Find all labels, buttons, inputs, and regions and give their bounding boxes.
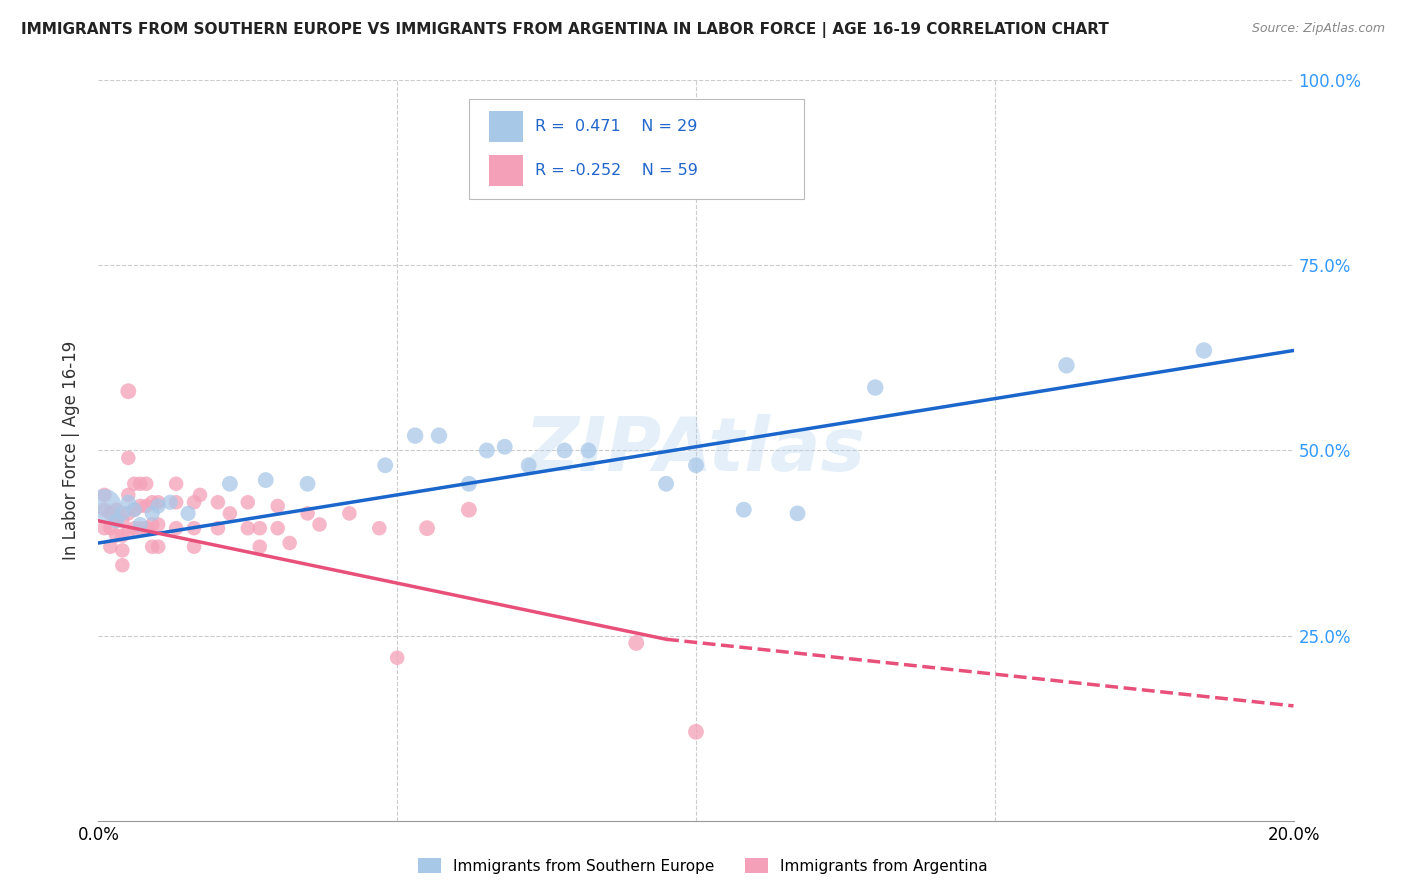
- Y-axis label: In Labor Force | Age 16-19: In Labor Force | Age 16-19: [62, 341, 80, 560]
- Point: [183, 540, 205, 554]
- Point: [236, 495, 259, 509]
- Point: [135, 499, 157, 513]
- Point: [219, 476, 242, 491]
- Point: [267, 499, 290, 513]
- Point: [141, 495, 163, 509]
- Point: [117, 495, 139, 509]
- Point: [159, 495, 181, 509]
- Point: [207, 495, 229, 509]
- Point: [141, 540, 163, 554]
- Point: [105, 528, 128, 542]
- Point: [427, 428, 450, 442]
- Point: [129, 499, 152, 513]
- Point: [308, 517, 330, 532]
- Point: [129, 476, 152, 491]
- Legend: Immigrants from Southern Europe, Immigrants from Argentina: Immigrants from Southern Europe, Immigra…: [412, 852, 994, 880]
- Point: [865, 380, 887, 394]
- Point: [148, 517, 170, 532]
- Point: [626, 636, 648, 650]
- Point: [578, 443, 600, 458]
- Point: [93, 521, 115, 535]
- Point: [124, 521, 146, 535]
- FancyBboxPatch shape: [470, 99, 804, 199]
- Point: [111, 514, 134, 528]
- Point: [458, 502, 481, 516]
- Point: [458, 476, 481, 491]
- Point: [249, 540, 271, 554]
- Point: [1192, 343, 1215, 358]
- Point: [117, 488, 139, 502]
- Point: [475, 443, 498, 458]
- Point: [374, 458, 396, 473]
- Point: [385, 650, 409, 665]
- Point: [141, 517, 163, 532]
- Point: [93, 488, 115, 502]
- Point: [183, 495, 205, 509]
- Point: [1056, 359, 1078, 373]
- Point: [685, 724, 707, 739]
- Point: [207, 521, 229, 535]
- Point: [148, 540, 170, 554]
- Point: [494, 440, 516, 454]
- Point: [165, 521, 187, 535]
- Point: [236, 521, 259, 535]
- Point: [93, 499, 115, 513]
- Point: [297, 507, 319, 521]
- Point: [135, 476, 157, 491]
- Point: [188, 488, 211, 502]
- Point: [297, 476, 319, 491]
- Point: [124, 476, 146, 491]
- Point: [165, 476, 187, 491]
- Point: [219, 507, 242, 521]
- Point: [105, 514, 128, 528]
- Point: [129, 521, 152, 535]
- Point: [655, 476, 678, 491]
- Point: [554, 443, 576, 458]
- Text: ZIPAtlas: ZIPAtlas: [526, 414, 866, 487]
- Point: [404, 428, 426, 442]
- Point: [105, 502, 128, 516]
- FancyBboxPatch shape: [489, 155, 523, 186]
- Point: [98, 540, 122, 554]
- Point: [135, 521, 157, 535]
- Text: R = -0.252    N = 59: R = -0.252 N = 59: [534, 163, 697, 178]
- Point: [733, 502, 755, 516]
- Point: [786, 507, 808, 521]
- Point: [685, 458, 707, 473]
- Point: [117, 507, 139, 521]
- FancyBboxPatch shape: [489, 112, 523, 143]
- Point: [124, 502, 146, 516]
- Point: [148, 499, 170, 513]
- Point: [517, 458, 540, 473]
- Point: [177, 507, 200, 521]
- Point: [368, 521, 391, 535]
- Point: [339, 507, 361, 521]
- Point: [93, 502, 115, 516]
- Point: [98, 507, 122, 521]
- Point: [117, 524, 139, 539]
- Text: Source: ZipAtlas.com: Source: ZipAtlas.com: [1251, 22, 1385, 36]
- Point: [416, 521, 439, 535]
- Point: [111, 507, 134, 521]
- Point: [111, 543, 134, 558]
- Point: [111, 528, 134, 542]
- Point: [148, 495, 170, 509]
- Point: [165, 495, 187, 509]
- Point: [124, 502, 146, 516]
- Point: [278, 536, 301, 550]
- Point: [105, 514, 128, 528]
- Point: [267, 521, 290, 535]
- Point: [183, 521, 205, 535]
- Point: [111, 558, 134, 573]
- Point: [249, 521, 271, 535]
- Point: [117, 384, 139, 399]
- Text: R =  0.471    N = 29: R = 0.471 N = 29: [534, 120, 697, 135]
- Point: [117, 450, 139, 465]
- Text: IMMIGRANTS FROM SOUTHERN EUROPE VS IMMIGRANTS FROM ARGENTINA IN LABOR FORCE | AG: IMMIGRANTS FROM SOUTHERN EUROPE VS IMMIG…: [21, 22, 1109, 38]
- Point: [129, 517, 152, 532]
- Point: [98, 521, 122, 535]
- Point: [254, 473, 277, 487]
- Point: [141, 507, 163, 521]
